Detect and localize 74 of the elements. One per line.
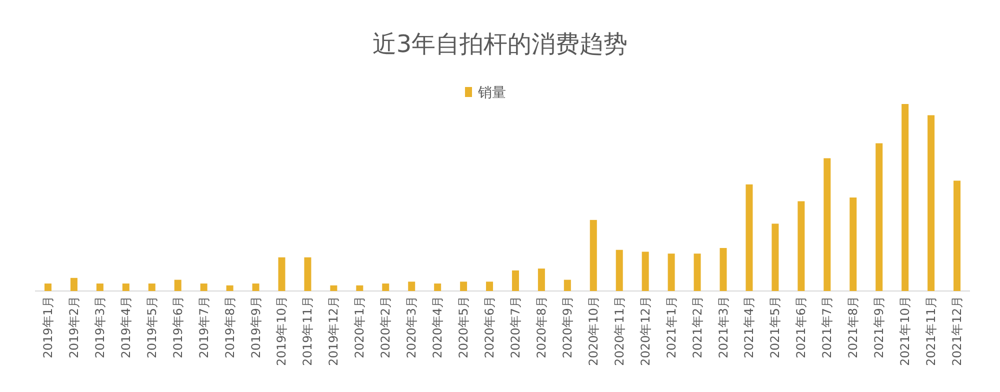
bar	[434, 284, 442, 291]
x-tick-label: 2020年11月	[612, 296, 626, 366]
x-tick-label: 2019年5月	[144, 296, 159, 358]
bar	[122, 284, 130, 291]
x-tick-label: 2020年1月	[352, 296, 367, 358]
x-tick-label: 2019年4月	[118, 296, 133, 358]
x-tick-label: 2021年8月	[846, 296, 860, 358]
x-tick-label: 2020年6月	[482, 296, 497, 358]
x-tick-label: 2021年3月	[716, 296, 730, 358]
bar	[512, 270, 519, 291]
bar	[928, 115, 935, 291]
bar	[642, 252, 649, 291]
bar	[616, 250, 623, 291]
x-tick-label: 2020年8月	[534, 296, 548, 358]
bar	[538, 268, 545, 291]
x-tick-label: 2021年7月	[820, 296, 834, 358]
bar	[564, 280, 571, 291]
bar	[96, 284, 104, 291]
bar	[382, 284, 390, 291]
bar	[668, 254, 675, 291]
bar	[278, 257, 286, 291]
bar	[200, 284, 208, 291]
bar	[746, 184, 753, 291]
x-tick-label: 2019年12月	[326, 296, 341, 366]
x-tick-label: 2019年6月	[170, 296, 185, 358]
bar	[44, 284, 52, 291]
x-tick-label: 2019年11月	[300, 296, 315, 366]
bar	[590, 220, 597, 291]
x-tick-label: 2019年8月	[222, 296, 237, 358]
bar	[824, 158, 831, 291]
bar	[148, 284, 156, 291]
x-tick-label: 2019年2月	[66, 296, 81, 358]
x-tick-label: 2019年10月	[274, 296, 289, 366]
x-tick-label: 2020年9月	[560, 296, 574, 358]
x-tick-label: 2020年5月	[456, 296, 471, 358]
x-tick-label: 2020年10月	[586, 296, 600, 366]
bar	[304, 257, 312, 291]
bar	[694, 254, 701, 291]
x-tick-label: 2019年1月	[40, 296, 55, 358]
x-tick-label: 2020年3月	[404, 296, 419, 358]
bar	[70, 278, 78, 291]
x-tick-label: 2021年9月	[872, 296, 886, 358]
bar	[798, 201, 805, 291]
bar	[460, 282, 468, 291]
legend-label: 销量	[477, 85, 506, 101]
x-tick-label: 2020年7月	[508, 296, 522, 358]
bar	[850, 198, 857, 291]
x-tick-label: 2021年2月	[690, 296, 704, 358]
bar	[954, 180, 961, 291]
x-tick-label: 2019年7月	[196, 296, 211, 358]
bar	[330, 285, 338, 291]
x-tick-label: 2020年4月	[430, 296, 445, 358]
x-tick-label: 2019年9月	[248, 296, 263, 358]
bar	[174, 280, 182, 291]
bar	[720, 248, 727, 291]
x-tick-label: 2021年5月	[768, 296, 782, 358]
bar	[902, 104, 909, 291]
x-tick-label: 2021年11月	[924, 296, 938, 366]
x-tick-label: 2020年12月	[638, 296, 652, 366]
x-tick-label: 2019年3月	[92, 296, 107, 358]
bar	[408, 282, 416, 291]
bar	[252, 284, 260, 291]
bar	[772, 224, 779, 291]
bar	[356, 285, 364, 291]
x-tick-label: 2021年10月	[898, 296, 912, 366]
x-tick-label: 2020年2月	[378, 296, 393, 358]
bar	[876, 143, 883, 291]
x-tick-label: 2021年6月	[794, 296, 808, 358]
x-tick-label: 2021年4月	[742, 296, 756, 358]
x-tick-label: 2021年1月	[664, 296, 678, 358]
bar	[486, 282, 494, 291]
bar	[226, 285, 234, 291]
x-tick-label: 2021年12月	[950, 296, 964, 366]
chart-title: 近3年自拍杆的消费趋势	[372, 30, 628, 58]
